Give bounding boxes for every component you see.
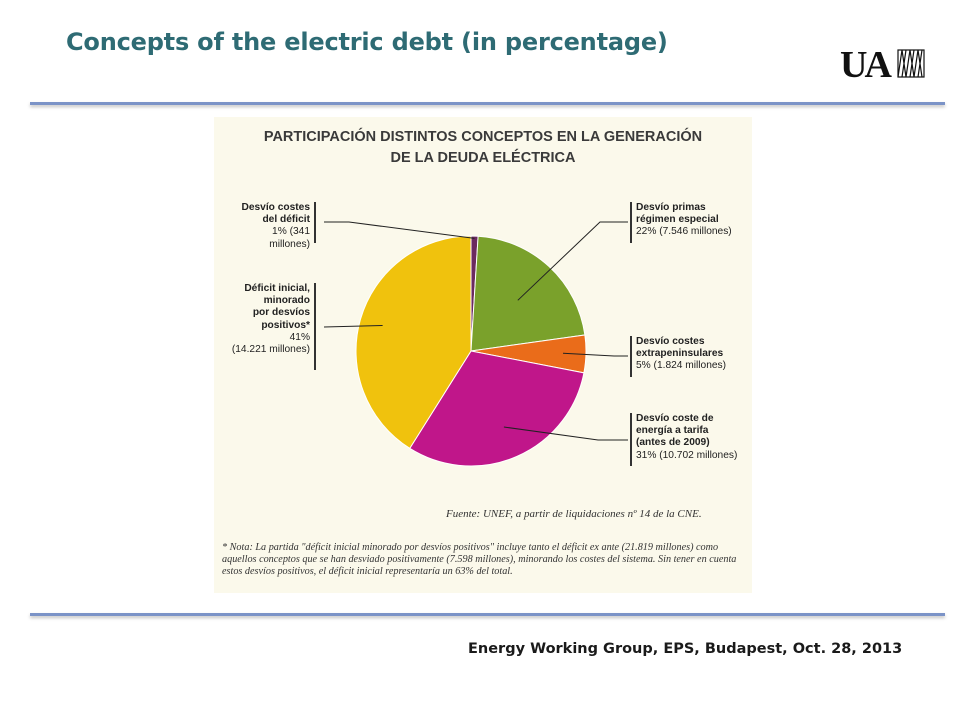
label-name-line: minorado	[263, 295, 310, 307]
leader-line	[324, 221, 475, 239]
label-value: 22% (7.546 millones)	[636, 226, 732, 238]
chart-title-line1: PARTICIPACIÓN DISTINTOS CONCEPTOS EN LA …	[263, 129, 703, 145]
label-name-line: Desvío costes	[241, 202, 310, 213]
header-divider	[30, 102, 945, 105]
pie-chart	[323, 221, 628, 467]
label-name-line: Desvío primas	[636, 202, 706, 213]
slide-title: Concepts of the electric debt (in percen…	[66, 28, 668, 56]
slice-desvio-primas	[470, 235, 586, 352]
label-name-line: energía a tarifa	[636, 425, 709, 437]
label-desvio-primas: Desvío primas régimen especial 22% (7.54…	[630, 202, 746, 243]
svg-text:UA: UA	[840, 44, 892, 80]
label-name-line: régimen especial	[636, 214, 719, 226]
chart-title: PARTICIPACIÓN DISTINTOS CONCEPTOS EN LA …	[214, 127, 752, 169]
leader-line	[323, 325, 383, 328]
chart-note: * Nota: La partida "déficit inicial mino…	[222, 542, 737, 577]
label-name-line: positivos*	[261, 319, 310, 331]
chart-title-line2: DE LA DEUDA ELÉCTRICA	[390, 150, 576, 166]
footer-divider	[30, 613, 945, 616]
label-value: 31% (10.702 millones)	[636, 449, 738, 461]
label-name-line: Desvío costes	[636, 336, 705, 347]
slice-deficit-inicial	[355, 235, 472, 450]
label-name-line: extrapeninsulares	[636, 348, 724, 360]
label-name-line: por desvíos	[252, 307, 310, 319]
label-value: 1% (341 millones)	[269, 226, 310, 250]
label-value: 5% (1.824 millones)	[636, 360, 727, 372]
label-value: (14.221 millones)	[231, 344, 310, 356]
label-name-line: del déficit	[262, 214, 310, 226]
label-name-line: (antes de 2009)	[636, 437, 710, 449]
label-value: 41%	[289, 331, 310, 343]
label-deficit-inicial: Déficit inicial, minorado por desvíos po…	[230, 283, 316, 370]
uam-logo: UA	[840, 44, 925, 80]
leader-line	[562, 352, 628, 357]
label-desvio-energia-tarifa: Desvío coste de energía a tarifa (antes …	[630, 413, 750, 466]
slide-footer: Energy Working Group, EPS, Budapest, Oct…	[468, 641, 903, 657]
leader-line	[503, 426, 628, 441]
label-desvio-costes-deficit: Desvío costes del déficit 1% (341 millon…	[230, 202, 316, 250]
leader-line	[517, 221, 628, 301]
label-name-line: Déficit inicial,	[244, 283, 310, 294]
label-desvio-extrapeninsulares: Desvío costes extrapeninsulares 5% (1.82…	[630, 336, 746, 377]
label-name-line: Desvío coste de	[636, 413, 714, 424]
chart-figure: PARTICIPACIÓN DISTINTOS CONCEPTOS EN LA …	[214, 117, 752, 593]
chart-source: Fuente: UNEF, a partir de liquidaciones …	[446, 508, 702, 520]
